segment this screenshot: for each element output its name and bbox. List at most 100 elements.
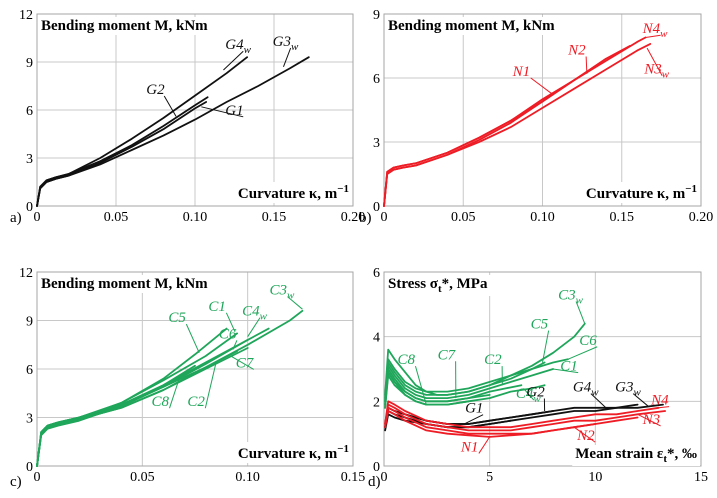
x-tick-label: 0 — [34, 210, 41, 225]
curve-label: N3 — [642, 412, 661, 428]
x-tick-label: 0.20 — [341, 210, 366, 225]
curve-label: G2 — [146, 82, 165, 98]
plot-frame — [383, 271, 702, 467]
plot-frame — [36, 13, 354, 207]
label-leader-line — [523, 388, 535, 401]
y-tick-label: 3 — [26, 412, 33, 427]
curve-label: G4w — [225, 37, 251, 56]
label-leader-line — [646, 47, 663, 76]
x-tick-label: 0.15 — [610, 210, 635, 225]
y-tick-label: 12 — [19, 266, 33, 281]
label-leader-line — [283, 47, 292, 67]
series-line-n3 — [384, 403, 666, 432]
label-leader-line — [575, 301, 586, 324]
series-line-g4w — [384, 403, 639, 429]
curve-label: C2 — [187, 394, 205, 410]
series-line-g3w — [36, 56, 310, 207]
label-leader-line — [530, 77, 554, 96]
label-leader-line — [169, 375, 181, 409]
y-tick-label: 3 — [373, 136, 380, 151]
curve-label: C6 — [219, 326, 237, 342]
label-leader-line — [201, 106, 244, 118]
series-line-n4w — [383, 36, 647, 207]
series-line-g3w — [384, 403, 664, 432]
curve-label: G4w — [573, 380, 599, 399]
curve-label: G3w — [615, 380, 641, 399]
x-axis-label: Mean strain εt*, ‰ — [575, 446, 697, 465]
y-tick-label: 9 — [26, 315, 33, 330]
x-tick-label: 0.15 — [341, 470, 366, 485]
x-axis-label-backing — [572, 445, 700, 466]
label-leader-line — [645, 34, 661, 38]
curve-label: C1 — [208, 299, 226, 315]
series-line-c2 — [384, 368, 523, 406]
label-leader-line — [232, 340, 238, 350]
chart-title: Bending moment M, kNm — [41, 276, 208, 292]
y-tick-label: 9 — [26, 56, 33, 71]
series-line-c3w — [36, 309, 304, 467]
series-line-n4 — [384, 400, 660, 429]
curve-label: C3w — [558, 287, 584, 306]
x-tick-label: 0 — [381, 210, 388, 225]
series-line-c1 — [384, 364, 554, 403]
y-tick-label: 0 — [373, 200, 380, 215]
y-tick-label: 6 — [26, 104, 33, 119]
y-tick-label: 12 — [19, 8, 33, 23]
label-leader-line — [632, 393, 649, 407]
x-tick-label: 0.05 — [451, 210, 476, 225]
label-leader-line — [590, 393, 607, 409]
y-tick-label: 6 — [373, 266, 380, 281]
x-tick-label: 15 — [694, 470, 708, 485]
x-tick-label: 0.05 — [130, 470, 155, 485]
label-leader-line — [464, 414, 484, 425]
x-tick-label: 0 — [34, 470, 41, 485]
series-line-g4w — [36, 56, 249, 207]
label-leader-line — [163, 95, 177, 117]
label-leader-line — [478, 436, 491, 454]
chart-title: Bending moment M, kNm — [41, 18, 208, 34]
x-tick-label: 0.20 — [689, 210, 714, 225]
chart-panel-1: 0 0.05 0.10 0.15 0.20 0 3 6 9 12 G4w G3w G2 G1 Bending… — [10, 8, 365, 226]
label-leader-line — [247, 317, 261, 337]
x-axis-label: Curvature κ, m−1 — [238, 443, 349, 462]
x-axis-label: Curvature κ, m−1 — [586, 183, 697, 202]
x-axis-label-backing — [234, 182, 352, 203]
title-backing — [38, 17, 212, 35]
curve-label: C8 — [152, 394, 170, 410]
curve-label: C5 — [531, 317, 549, 333]
label-leader-line — [542, 330, 550, 363]
x-tick-label: 0.10 — [235, 470, 260, 485]
label-leader-line — [573, 426, 596, 443]
y-tick-label: 4 — [373, 331, 380, 346]
label-leader-line — [414, 366, 427, 405]
title-backing — [38, 275, 212, 293]
label-leader-line — [225, 312, 236, 333]
series-line-c8 — [36, 364, 196, 467]
curve-label: G1 — [465, 401, 483, 417]
y-tick-label: 9 — [373, 8, 380, 23]
curve-label: C3w — [269, 283, 295, 302]
x-tick-label: 0.05 — [104, 210, 129, 225]
curve-label: C2 — [484, 352, 502, 368]
label-leader-line — [204, 362, 217, 409]
curve-label: C7 — [236, 355, 255, 371]
chart-title: Stress σt*, MPa — [388, 276, 488, 295]
x-axis-label: Curvature κ, m−1 — [238, 183, 349, 202]
y-tick-label: 2 — [373, 395, 380, 410]
x-tick-label: 0.10 — [183, 210, 208, 225]
curve-label: N1 — [460, 439, 479, 455]
series-line-n3w — [383, 43, 652, 207]
label-leader-line — [658, 406, 670, 409]
panel-label: c) — [10, 474, 22, 490]
x-tick-label: 0.15 — [262, 210, 287, 225]
y-tick-label: 0 — [26, 200, 33, 215]
label-leader-line — [230, 355, 255, 370]
label-leader-line — [185, 323, 200, 354]
x-tick-label: 0 — [381, 470, 388, 485]
x-tick-label: 10 — [588, 470, 602, 485]
curve-label: G1 — [225, 103, 243, 119]
plot-frame — [383, 13, 702, 207]
plot-frame — [36, 271, 354, 467]
curve-label: C6 — [579, 333, 597, 349]
